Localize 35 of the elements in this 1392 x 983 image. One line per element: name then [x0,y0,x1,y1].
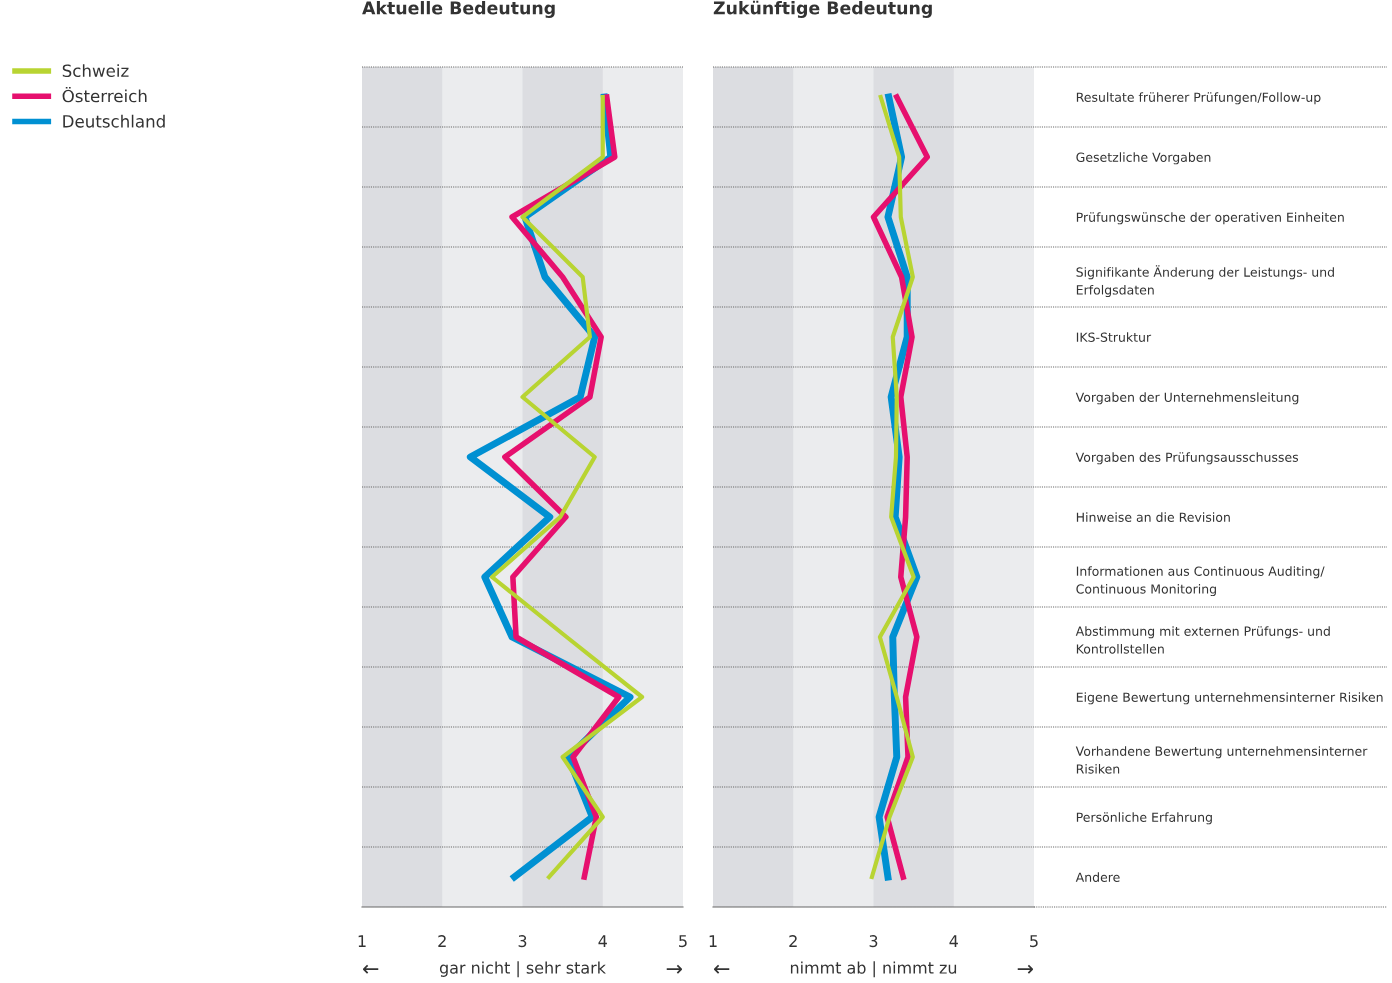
y-tick-label: Gesetzliche Vorgaben [1076,152,1211,165]
y-tick-label: Hinweise an die Revision [1076,512,1230,522]
x-tick-label: 1 [358,935,366,947]
text: → [1017,964,1033,974]
x-tick-label: 4 [598,935,607,947]
y-tick-label: Vorgaben der Unternehmensleitung [1075,392,1299,405]
y-tick-label: Eigene Bewertung unternehmensinterner Risiken [1076,692,1383,705]
x-axis-title: nimmt ab | nimmt zu [790,961,957,978]
text: ← [714,964,730,974]
legend-label: Schweiz [62,64,129,78]
x-tick-label: 5 [1030,935,1038,948]
chart-title: Aktuelle Bedeutung [362,1,555,18]
y-tick-label: Informationen aus Continuous Auditing/ Continuous Monitoring [1076,566,1325,597]
y-tick-label: Persönliche Erfahrung [1076,812,1212,825]
legend-label: Deutschland [63,114,165,128]
y-tick-label: Abstimmung mit externen Prüfungs- und Kontrollstellen [1075,626,1330,654]
y-tick-label: Vorgaben des Prüfungsausschusses [1075,452,1299,465]
y-tick-label: Resultate früherer Prüfungen/Follow-up [1076,92,1321,105]
x-tick-label: 1 [709,935,717,947]
x-tick-label: 4 [949,935,958,947]
x-tick-label: 5 [679,935,687,948]
y-tick-label: Signifikante Änderung der Leistungs- und Erfolgsdaten [1076,265,1334,298]
text: → [666,964,682,974]
x-tick-label: 3 [518,935,527,948]
y-tick-label: Vorhandene Bewertung unternehmensinterner Risiken [1075,746,1368,774]
y-tick-label: IKS-Struktur [1076,332,1152,342]
x-axis-title: gar nicht | sehr stark [439,961,606,978]
text: ← [363,964,379,974]
x-tick-label: 2 [789,935,797,947]
x-tick-label: 3 [869,935,878,948]
y-tick-label: Prüfungswünsche der operativen Einheiten [1076,212,1344,225]
legend-label: Österreich [62,86,147,103]
chart-title: Zukünftige Bedeutung [713,0,932,18]
x-tick-label: 2 [438,935,446,947]
y-tick-label: Andere [1075,872,1120,882]
